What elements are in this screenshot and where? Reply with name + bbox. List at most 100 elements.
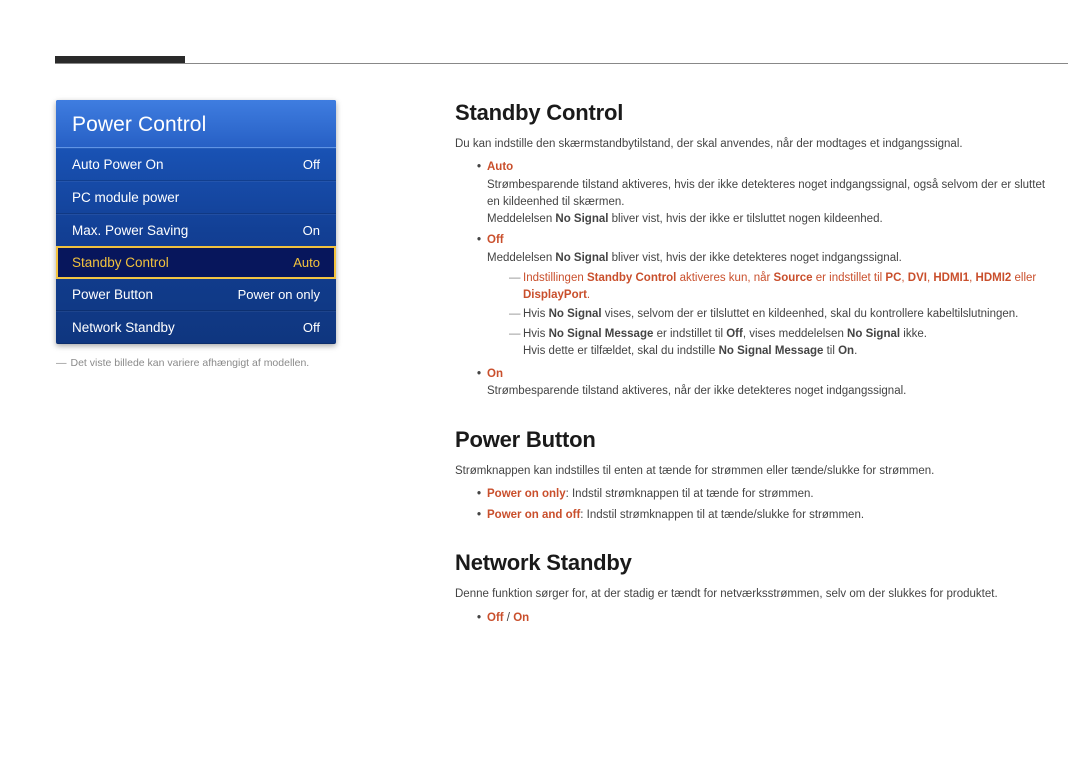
osd-menu: Power Control Auto Power On Off PC modul… bbox=[56, 100, 336, 344]
bullet-on: • On Strømbesparende tilstand aktiveres,… bbox=[477, 366, 1060, 401]
sub-body: Hvis No Signal Message er indstillet til… bbox=[523, 326, 927, 361]
bullet-auto: • Auto Strømbesparende tilstand aktivere… bbox=[477, 159, 1060, 228]
bullet-body: On Strømbesparende tilstand aktiveres, n… bbox=[487, 366, 1060, 401]
off-label: Off bbox=[487, 234, 504, 246]
t: Indstillingen bbox=[523, 272, 587, 284]
t: DisplayPort bbox=[523, 289, 587, 301]
caption-dash-icon: ― bbox=[56, 357, 67, 369]
menu-label: Auto Power On bbox=[72, 157, 164, 172]
standby-bullets: • Auto Strømbesparende tilstand aktivere… bbox=[477, 159, 1060, 400]
network-bullets: • Off / On bbox=[477, 610, 1060, 627]
bullet-body: Power on only: Indstil strømknappen til … bbox=[487, 486, 1060, 503]
pb-opt1: • Power on only: Indstil strømknappen ti… bbox=[477, 486, 1060, 503]
t: : Indstil strømknappen til at tænde/sluk… bbox=[580, 509, 864, 521]
menu-label: Network Standby bbox=[72, 320, 175, 335]
sub-body: Indstillingen Standby Control aktiveres … bbox=[523, 270, 1060, 305]
t: No Signal bbox=[847, 328, 900, 340]
menu-row-power-button[interactable]: Power Button Power on only bbox=[56, 278, 336, 311]
page-root: Power Control Auto Power On Off PC modul… bbox=[0, 0, 1080, 763]
menu-label: Max. Power Saving bbox=[72, 223, 188, 238]
t: Source bbox=[774, 272, 813, 284]
t: Off bbox=[487, 612, 504, 624]
auto-p1: Strømbesparende tilstand aktiveres, hvis… bbox=[487, 179, 1045, 208]
menu-label: Standby Control bbox=[72, 255, 169, 270]
menu-label: PC module power bbox=[72, 190, 179, 205]
bullet-off: • Off Meddelelsen No Signal bliver vist,… bbox=[477, 232, 1060, 362]
auto-label: Auto bbox=[487, 161, 513, 173]
dash-icon: ― bbox=[509, 270, 523, 287]
on-p1: Strømbesparende tilstand aktiveres, når … bbox=[487, 385, 906, 397]
bullet-dot-icon: • bbox=[477, 507, 487, 524]
t: Hvis dette er tilfældet, skal du indstil… bbox=[523, 345, 719, 357]
t: . bbox=[587, 289, 590, 301]
t: HDMI2 bbox=[976, 272, 1012, 284]
off-sub1: ― Indstillingen Standby Control aktivere… bbox=[509, 270, 1060, 305]
osd-title: Power Control bbox=[56, 100, 336, 148]
t: til bbox=[823, 345, 838, 357]
bullet-body: Power on and off: Indstil strømknappen t… bbox=[487, 507, 1060, 524]
bullet-dot-icon: • bbox=[477, 159, 487, 176]
menu-row-max-power-saving[interactable]: Max. Power Saving On bbox=[56, 214, 336, 247]
dash-icon: ― bbox=[509, 306, 523, 323]
t: On bbox=[838, 345, 854, 357]
t: DVI bbox=[908, 272, 927, 284]
t: er indstillet til bbox=[653, 328, 726, 340]
t: aktiveres kun, når bbox=[676, 272, 773, 284]
standby-intro: Du kan indstille den skærmstandbytilstan… bbox=[455, 136, 1060, 153]
off-sub2: ― Hvis No Signal vises, selvom der er ti… bbox=[509, 306, 1060, 323]
bullet-dot-icon: • bbox=[477, 366, 487, 383]
menu-row-network-standby[interactable]: Network Standby Off bbox=[56, 311, 336, 344]
t: . bbox=[854, 345, 857, 357]
menu-row-auto-power-on[interactable]: Auto Power On Off bbox=[56, 148, 336, 181]
menu-label: Power Button bbox=[72, 287, 153, 302]
powerbutton-bullets: • Power on only: Indstil strømknappen ti… bbox=[477, 486, 1060, 525]
menu-value: On bbox=[303, 223, 320, 238]
off-p1-post: bliver vist, hvis der ikke detekteres no… bbox=[608, 252, 901, 264]
off-sublist: ― Indstillingen Standby Control aktivere… bbox=[509, 270, 1060, 360]
menu-value: Auto bbox=[293, 255, 320, 270]
heading-network-standby: Network Standby bbox=[455, 550, 1060, 576]
auto-p2-b: No Signal bbox=[555, 213, 608, 225]
t: On bbox=[513, 612, 529, 624]
content: Standby Control Du kan indstille den skæ… bbox=[455, 100, 1060, 631]
t: Power on only bbox=[487, 488, 566, 500]
auto-p2-pre: Meddelelsen bbox=[487, 213, 555, 225]
bullet-dot-icon: • bbox=[477, 610, 487, 627]
off-p1-b: No Signal bbox=[555, 252, 608, 264]
t: , vises meddelelsen bbox=[743, 328, 847, 340]
bullet-body: Auto Strømbesparende tilstand aktiveres,… bbox=[487, 159, 1060, 228]
bullet-dot-icon: • bbox=[477, 232, 487, 249]
off-p1-pre: Meddelelsen bbox=[487, 252, 555, 264]
t: : Indstil strømknappen til at tænde for … bbox=[566, 488, 814, 500]
menu-row-standby-control[interactable]: Standby Control Auto bbox=[56, 246, 336, 279]
t: No Signal bbox=[549, 308, 602, 320]
t: No Signal Message bbox=[719, 345, 824, 357]
t: Hvis bbox=[523, 328, 549, 340]
dash-icon: ― bbox=[509, 326, 523, 343]
heading-power-button: Power Button bbox=[455, 427, 1060, 453]
t: No Signal Message bbox=[549, 328, 654, 340]
t: vises, selvom der er tilsluttet en kilde… bbox=[602, 308, 1019, 320]
bullet-body: Off / On bbox=[487, 610, 1060, 627]
menu-value: Off bbox=[303, 320, 320, 335]
t: Hvis bbox=[523, 308, 549, 320]
t: Power on and off bbox=[487, 509, 580, 521]
caption-text: Det viste billede kan variere afhængigt … bbox=[71, 357, 310, 369]
t: HDMI1 bbox=[933, 272, 969, 284]
off-sub3: ― Hvis No Signal Message er indstillet t… bbox=[509, 326, 1060, 361]
top-tab bbox=[55, 56, 185, 63]
t: / bbox=[504, 612, 514, 624]
t: Off bbox=[726, 328, 743, 340]
auto-p2-post: bliver vist, hvis der ikke er tilsluttet… bbox=[608, 213, 882, 225]
menu-value: Off bbox=[303, 157, 320, 172]
bullet-dot-icon: • bbox=[477, 486, 487, 503]
network-intro: Denne funktion sørger for, at der stadig… bbox=[455, 586, 1060, 603]
t: er indstillet til bbox=[813, 272, 886, 284]
menu-row-pc-module-power[interactable]: PC module power bbox=[56, 181, 336, 214]
pb-opt2: • Power on and off: Indstil strømknappen… bbox=[477, 507, 1060, 524]
t: PC bbox=[885, 272, 901, 284]
on-label: On bbox=[487, 368, 503, 380]
t: Standby Control bbox=[587, 272, 676, 284]
ns-opt: • Off / On bbox=[477, 610, 1060, 627]
t: ikke. bbox=[900, 328, 927, 340]
